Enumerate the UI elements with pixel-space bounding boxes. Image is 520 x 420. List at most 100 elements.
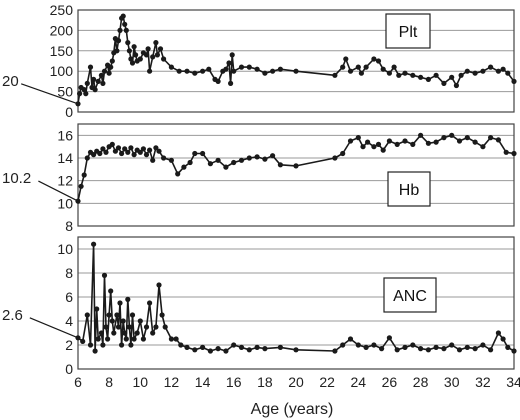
data-point-plt bbox=[358, 70, 364, 76]
data-point-plt bbox=[84, 80, 90, 86]
data-point-hb bbox=[109, 141, 115, 147]
data-point-plt bbox=[238, 64, 245, 70]
data-point-plt bbox=[106, 70, 112, 76]
y-tick-label-plt: 50 bbox=[57, 84, 73, 100]
data-point-anc bbox=[238, 344, 245, 350]
data-point-anc bbox=[125, 296, 131, 302]
data-point-hb bbox=[441, 135, 447, 141]
series-line-anc bbox=[77, 243, 515, 352]
legend-label-anc: ANC bbox=[393, 288, 427, 305]
y-tick-label-hb: 16 bbox=[57, 127, 73, 143]
data-point-hb bbox=[181, 164, 187, 170]
data-point-hb bbox=[365, 139, 371, 145]
data-point-anc bbox=[456, 347, 463, 353]
data-point-plt bbox=[87, 64, 94, 70]
data-point-plt bbox=[343, 56, 349, 62]
data-point-hb bbox=[254, 154, 260, 160]
data-point-anc bbox=[162, 324, 168, 330]
data-point-anc bbox=[215, 346, 221, 352]
series-line-plt bbox=[77, 15, 515, 104]
data-point-anc bbox=[495, 330, 501, 336]
data-point-hb bbox=[394, 141, 400, 147]
x-tick-label: 30 bbox=[444, 374, 460, 390]
data-point-anc bbox=[147, 300, 153, 306]
data-point-anc bbox=[117, 300, 123, 306]
data-point-hb bbox=[150, 157, 156, 163]
data-point-plt bbox=[363, 64, 369, 70]
y-tick-label-anc: 0 bbox=[65, 361, 73, 377]
data-point-plt bbox=[117, 27, 123, 33]
data-point-hb bbox=[140, 146, 146, 152]
data-point-anc bbox=[277, 344, 283, 350]
data-point-hb bbox=[360, 144, 366, 150]
data-point-plt bbox=[375, 58, 382, 64]
data-point-hb bbox=[91, 152, 97, 158]
y-tick-label-hb: 14 bbox=[57, 150, 73, 166]
data-point-hb bbox=[246, 155, 252, 161]
data-point-anc bbox=[293, 347, 299, 353]
x-tick-label: 22 bbox=[319, 374, 335, 390]
data-point-hb bbox=[143, 152, 150, 158]
data-point-hb bbox=[262, 156, 268, 162]
data-point-plt bbox=[95, 78, 101, 84]
data-point-hb bbox=[187, 159, 193, 166]
data-point-plt bbox=[231, 68, 237, 74]
data-point-anc bbox=[464, 344, 470, 350]
data-point-anc bbox=[115, 324, 122, 330]
data-point-anc bbox=[128, 342, 134, 348]
data-point-hb bbox=[375, 141, 382, 147]
data-point-anc bbox=[131, 336, 137, 342]
data-point-hb bbox=[238, 157, 245, 163]
data-point-hb bbox=[270, 153, 276, 159]
data-point-plt bbox=[133, 52, 139, 58]
data-point-plt bbox=[184, 68, 190, 74]
data-point-plt bbox=[120, 13, 126, 19]
plot-frame-anc bbox=[77, 236, 515, 370]
data-point-anc bbox=[511, 348, 517, 354]
data-point-hb bbox=[168, 157, 174, 163]
x-tick-label: 24 bbox=[350, 374, 366, 390]
data-point-anc bbox=[379, 346, 385, 352]
y-tick-label-anc: 10 bbox=[57, 241, 73, 257]
data-point-anc bbox=[168, 336, 174, 342]
data-point-plt bbox=[332, 72, 338, 78]
data-point-anc bbox=[472, 346, 478, 352]
data-point-plt bbox=[206, 66, 212, 72]
data-point-anc bbox=[480, 342, 486, 348]
data-point-hb bbox=[433, 139, 439, 145]
data-point-anc bbox=[223, 348, 229, 354]
annotation-leader-hb bbox=[38, 180, 79, 202]
data-point-plt bbox=[270, 68, 276, 74]
x-tick-label: 16 bbox=[226, 374, 242, 390]
data-point-plt bbox=[254, 66, 260, 72]
data-point-plt bbox=[480, 68, 486, 74]
data-point-anc bbox=[105, 336, 111, 342]
data-point-hb bbox=[84, 155, 90, 161]
data-point-plt bbox=[441, 80, 447, 86]
data-point-plt bbox=[126, 48, 132, 54]
data-point-hb bbox=[153, 145, 159, 151]
data-point-plt bbox=[380, 66, 386, 72]
data-point-anc bbox=[109, 318, 115, 324]
data-point-anc bbox=[207, 348, 213, 354]
data-point-anc bbox=[98, 330, 104, 336]
y-tick-label-plt: 150 bbox=[50, 43, 74, 59]
data-point-anc bbox=[410, 342, 416, 348]
data-point-plt bbox=[176, 68, 182, 74]
data-point-hb bbox=[332, 155, 338, 161]
panel-plt: 0 50 100 150 200 250 Plt 20 bbox=[2, 2, 517, 120]
data-point-plt bbox=[396, 72, 402, 78]
x-tick-label: 10 bbox=[132, 374, 148, 390]
data-point-hb bbox=[131, 152, 137, 158]
data-point-hb bbox=[277, 162, 283, 168]
data-point-plt bbox=[143, 52, 150, 58]
y-tick-label-anc: 4 bbox=[65, 313, 73, 329]
data-point-plt bbox=[154, 52, 160, 58]
data-point-anc bbox=[246, 347, 252, 353]
data-point-hb bbox=[147, 147, 153, 153]
data-point-hb bbox=[425, 140, 431, 146]
data-point-anc bbox=[150, 330, 156, 336]
data-point-plt bbox=[125, 40, 131, 46]
data-point-plt bbox=[200, 68, 206, 74]
data-point-plt bbox=[115, 38, 122, 44]
